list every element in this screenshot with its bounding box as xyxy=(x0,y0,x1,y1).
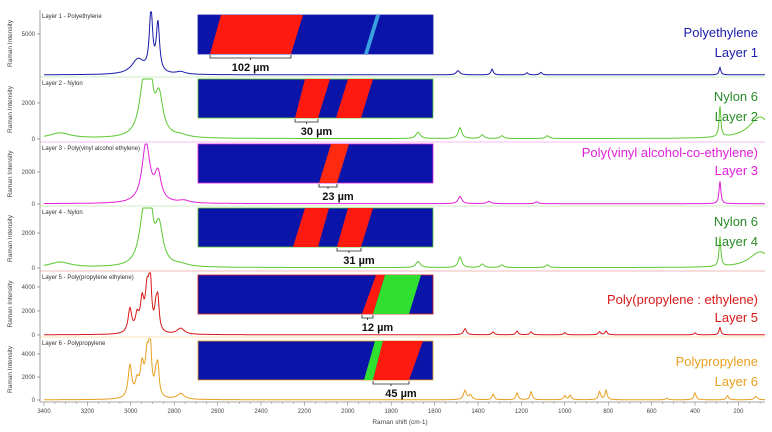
x-axis: 3400 3200 3000 2800 2600 2400 2200 2000 1800 1600… xyxy=(37,401,765,415)
y-tick-label: 0 xyxy=(32,333,36,339)
panel-title: Layer 3 - Poly(vinyl alcohol ethylene) xyxy=(42,146,140,152)
spectrum-line-1 xyxy=(44,11,765,76)
panel-title: Layer 4 - Nylon xyxy=(42,210,83,216)
panel-title: Layer 5 - Poly(propylene ethylene) xyxy=(42,275,134,281)
layer-label: Layer 3 xyxy=(715,163,758,178)
scale-bar-label: 12 µm xyxy=(362,322,394,334)
y-axis-label: Raman Intensity xyxy=(7,280,14,328)
scale-bar-label: 31 µm xyxy=(343,255,375,267)
map-background xyxy=(197,143,434,184)
layer-label: Layer 5 xyxy=(715,310,758,325)
spectrum-panel-5: Raman Intensity 0 2000 4000 Layer 5 - Poly(p… xyxy=(7,270,765,339)
x-tick-label: 1000 xyxy=(558,409,572,415)
layer-band xyxy=(362,275,385,314)
spectrum-panel-6: Raman Intensity 0 2000 4000 Layer 6 - Polypr… xyxy=(7,336,765,404)
y-axis-label: Raman Intensity xyxy=(7,85,14,133)
x-tick-label: 1800 xyxy=(385,409,399,415)
x-tick-label: 2400 xyxy=(254,409,268,415)
y-tick-label: 0 xyxy=(32,137,36,143)
scale-bar xyxy=(294,119,319,124)
y-axis-label: Raman Intensity xyxy=(7,345,14,393)
x-tick-label: 3000 xyxy=(124,409,138,415)
scale-bar-label: 23 µm xyxy=(322,191,354,203)
x-tick-label: 400 xyxy=(690,409,701,415)
spectrum-panel-1: Raman Intensity 5000 Layer 1 - Polyethylen… xyxy=(7,11,765,76)
spectrum-line-2 xyxy=(43,78,766,139)
scale-bar-label: 102 µm xyxy=(232,62,270,74)
raman-map-image-6: 45 µm xyxy=(197,340,434,400)
x-tick-label: 1600 xyxy=(428,409,442,415)
layer-band xyxy=(293,208,329,247)
panel-title: Layer 1 - Polyethylene xyxy=(42,14,102,20)
layer-label: Layer 2 xyxy=(715,109,758,124)
scale-bar-label: 45 µm xyxy=(385,388,417,400)
material-label: Poly(propylene : ethylene) xyxy=(607,292,758,307)
panel-title: Layer 2 - Nylon xyxy=(42,81,83,87)
layer-band xyxy=(336,79,373,118)
spectrum-line-5 xyxy=(44,272,765,336)
layer-band xyxy=(319,144,349,183)
scale-bar xyxy=(209,55,292,60)
y-tick-label: 2000 xyxy=(22,170,36,176)
layer-label: Layer 6 xyxy=(715,374,758,389)
raman-map-image-1: 102 µm xyxy=(197,14,434,74)
x-tick-label: 1400 xyxy=(471,409,485,415)
layer-band xyxy=(364,15,380,54)
x-tick-label: 200 xyxy=(733,409,744,415)
y-tick-label: 0 xyxy=(32,202,36,208)
x-tick-label: 3400 xyxy=(37,409,51,415)
layer-band xyxy=(364,341,383,380)
scale-bar xyxy=(372,381,410,386)
y-tick-label: 4000 xyxy=(22,352,36,358)
y-tick-label: 2000 xyxy=(22,309,36,315)
layer-band xyxy=(373,341,423,380)
material-label: Nylon 6 xyxy=(714,89,758,104)
layer-band xyxy=(373,275,421,314)
layer-label: Layer 1 xyxy=(715,45,758,60)
x-tick-label: 2600 xyxy=(211,409,225,415)
y-tick-label: 0 xyxy=(32,266,36,272)
material-label: Poly(vinyl alcohol-co-ethylene) xyxy=(582,145,758,160)
layer-label: Layer 4 xyxy=(715,234,758,249)
y-tick-label: 2000 xyxy=(22,101,36,107)
raman-map-image-5: 12 µm xyxy=(197,274,434,334)
layer-band xyxy=(337,208,373,247)
y-axis-label: Raman Intensity xyxy=(7,150,14,198)
y-tick-label: 2000 xyxy=(22,231,36,237)
y-tick-label: 4000 xyxy=(22,285,36,291)
spectrum-line-6 xyxy=(44,338,765,401)
scale-bar xyxy=(336,248,362,253)
material-label: Polypropylene xyxy=(676,354,758,369)
y-tick-label: 5000 xyxy=(22,32,36,38)
scale-bar xyxy=(318,184,338,189)
x-tick-label: 600 xyxy=(647,409,658,415)
y-axis-label: Raman Intensity xyxy=(7,214,14,262)
raman-map-image-3: 23 µm xyxy=(197,143,434,203)
layer-band xyxy=(295,79,330,118)
spectrum-panel-2: Raman Intensity 0 2000 Layer 2 - Nylon 30 µm… xyxy=(7,76,766,143)
x-tick-label: 2000 xyxy=(341,409,355,415)
x-tick-label: 2200 xyxy=(298,409,312,415)
x-axis-label: Raman shift (cm-1) xyxy=(372,419,427,426)
y-axis-label: Raman Intensity xyxy=(7,19,14,67)
layer-band xyxy=(210,15,303,54)
x-tick-label: 800 xyxy=(603,409,614,415)
spectrum-line-3 xyxy=(44,143,765,205)
y-tick-label: 0 xyxy=(32,398,36,404)
x-tick-label: 1200 xyxy=(515,409,529,415)
raman-map-image-2: 30 µm xyxy=(197,78,434,138)
raman-map-image-4: 31 µm xyxy=(197,207,434,267)
spectrum-panel-3: Raman Intensity 0 2000 Layer 3 - Poly(vinyl… xyxy=(7,141,765,208)
spectrum-panel-4: Raman Intensity 0 2000 Layer 4 - Nylon 31 µm… xyxy=(7,205,766,272)
x-tick-label: 3200 xyxy=(81,409,95,415)
x-tick-label: 2800 xyxy=(168,409,182,415)
scale-bar xyxy=(361,315,374,320)
scale-bar-label: 30 µm xyxy=(301,126,333,138)
panel-title: Layer 6 - Polypropylene xyxy=(42,341,106,347)
y-tick-label: 2000 xyxy=(22,375,36,381)
material-label: Polyethylene xyxy=(684,25,758,40)
spectrum-line-4 xyxy=(43,207,766,268)
material-label: Nylon 6 xyxy=(714,214,758,229)
